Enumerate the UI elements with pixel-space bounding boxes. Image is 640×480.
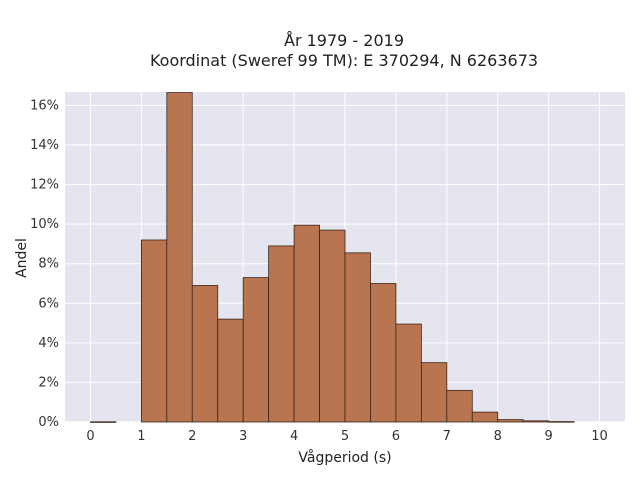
x-tick-label: 6 — [392, 429, 400, 444]
x-tick-label: 10 — [591, 429, 608, 444]
y-tick-label: 2% — [38, 375, 59, 390]
histogram-bar — [420, 362, 448, 423]
y-tick-label: 12% — [30, 178, 59, 193]
chart-title-line-1: År 1979 - 2019 — [284, 31, 404, 50]
x-tick-label: 0 — [86, 429, 94, 444]
histogram-bar — [90, 421, 117, 423]
x-tick-label: 7 — [443, 429, 451, 444]
histogram-bar — [471, 411, 499, 423]
histogram-bar — [319, 229, 346, 423]
x-tick-label: 2 — [188, 429, 196, 444]
y-axis-label: Andel — [14, 238, 30, 278]
chart-title-line-2: Koordinat (Sweref 99 TM): E 370294, N 62… — [150, 51, 538, 70]
histogram-bar — [191, 285, 219, 423]
histogram-bar — [293, 224, 320, 423]
y-tick-label: 10% — [30, 217, 59, 232]
histogram-bar — [446, 389, 473, 423]
x-tick-label: 1 — [137, 429, 145, 444]
histogram-bar — [395, 323, 422, 423]
x-tick-label: 9 — [544, 429, 552, 444]
y-tick-label: 14% — [30, 138, 59, 153]
x-axis-label: Vågperiod (s) — [298, 449, 391, 466]
histogram-bar — [166, 92, 193, 423]
y-tick-label: 16% — [30, 98, 59, 113]
y-axis-ticks: 0% 2% 4% 6% 8% 10% 12% 14% 16% — [30, 98, 59, 430]
histogram-bar — [522, 420, 550, 423]
x-tick-label: 3 — [239, 429, 247, 444]
histogram-bars — [90, 92, 575, 423]
histogram-bar — [497, 419, 524, 423]
x-tick-label: 5 — [341, 429, 349, 444]
x-tick-label: 4 — [290, 429, 298, 444]
histogram-bar — [268, 245, 295, 423]
histogram-bar — [242, 277, 270, 423]
y-tick-label: 6% — [38, 296, 59, 311]
histogram-bar — [370, 283, 397, 423]
histogram-bar — [140, 239, 168, 423]
histogram-bar — [344, 252, 371, 423]
y-tick-label: 8% — [38, 257, 59, 272]
x-tick-label: 8 — [494, 429, 502, 444]
histogram-bar — [217, 318, 244, 423]
histogram-bar — [548, 421, 575, 423]
y-tick-label: 4% — [38, 336, 59, 351]
y-tick-label: 0% — [38, 415, 59, 430]
x-axis-ticks: 0 1 2 3 4 5 6 7 8 9 10 — [86, 429, 608, 444]
